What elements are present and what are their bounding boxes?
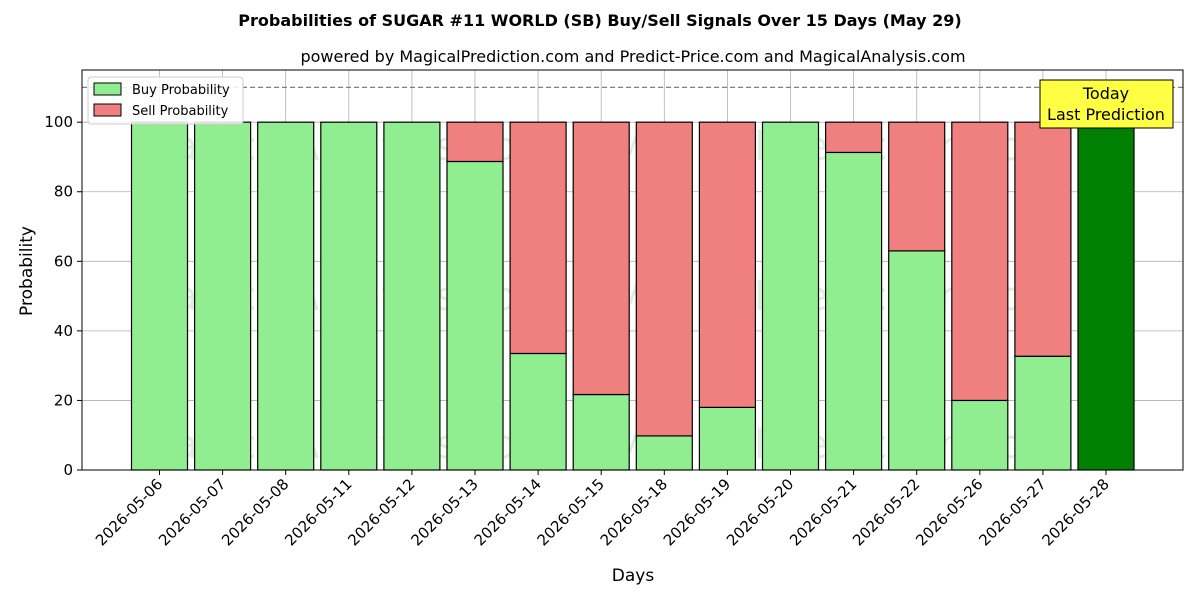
sell-bar (698, 121, 757, 408)
sell-bar (888, 121, 946, 252)
x-tick-label: 2026-05-06 (92, 475, 166, 549)
x-tick-label: 2026-05-11 (281, 475, 355, 549)
today-label-line1: Today (1082, 84, 1129, 103)
buy-bar (130, 121, 189, 471)
legend-swatch (93, 103, 122, 117)
y-tick-label: 60 (54, 252, 73, 270)
buy-bar (824, 151, 883, 471)
legend: Buy Probability Sell Probability (87, 76, 244, 125)
buy-bar (257, 121, 315, 471)
sell-bar (446, 121, 504, 163)
buy-bar (1014, 355, 1072, 471)
buy-bar (761, 121, 820, 471)
sell-bar (824, 121, 883, 154)
legend-label: Sell Probability (132, 104, 229, 119)
sell-bar (1014, 121, 1072, 357)
x-tick-label: 2026-05-13 (407, 475, 481, 549)
today-annotation: Today Last Prediction (1039, 79, 1174, 129)
x-tick-label: 2026-05-22 (849, 475, 923, 549)
buy-bar (635, 435, 693, 471)
x-tick-label: 2026-05-07 (155, 475, 229, 549)
buy-bar (320, 121, 378, 471)
x-axis-label: Days (612, 566, 655, 586)
y-tick-label: 40 (54, 322, 73, 340)
y-tick-label: 100 (44, 113, 73, 131)
y-axis-label: Probability (17, 226, 37, 316)
buy-bar (951, 399, 1009, 471)
buy-bar (572, 393, 630, 471)
x-tick-label: 2026-05-18 (597, 475, 671, 549)
plot-frame (81, 69, 1184, 471)
sell-bar (951, 121, 1009, 402)
x-tick-label: 2026-05-14 (471, 475, 545, 549)
buy-bar (194, 121, 252, 471)
buy-bar (446, 160, 504, 471)
chart-title: Probabilities of SUGAR #11 WORLD (SB) Bu… (238, 11, 961, 30)
buy-bar (509, 352, 567, 471)
buy-bar (383, 121, 441, 471)
x-tick-label: 2026-05-08 (218, 475, 292, 549)
x-tick-label: 2026-05-27 (975, 475, 1049, 549)
chart-subtitle: powered by MagicalPrediction.com and Pre… (300, 47, 965, 66)
x-tick-label: 2026-05-21 (786, 475, 860, 549)
buy-bar (698, 406, 757, 471)
today-label-box (1039, 79, 1174, 129)
sell-bar (635, 121, 693, 437)
x-tick-label: 2026-05-28 (1038, 475, 1112, 549)
legend-box (87, 76, 244, 125)
y-tick-label: 80 (54, 183, 73, 201)
y-tick-label: 0 (63, 461, 73, 479)
bars-layer (130, 121, 1135, 471)
buy-bar (1077, 121, 1135, 471)
sell-bar (509, 121, 567, 355)
today-label-line2: Last Prediction (1047, 105, 1165, 124)
y-tick-label: 20 (54, 391, 73, 409)
x-tick-label: 2026-05-15 (534, 475, 608, 549)
sell-bar (572, 121, 630, 396)
legend-label: Buy Probability (132, 83, 230, 98)
x-tick-label: 2026-05-12 (344, 475, 418, 549)
x-tick-label: 2026-05-26 (912, 475, 986, 549)
buy-bar (888, 250, 946, 471)
legend-swatch (93, 82, 122, 96)
x-tick-label: 2026-05-19 (660, 475, 734, 549)
x-tick-label: 2026-05-20 (723, 475, 797, 549)
